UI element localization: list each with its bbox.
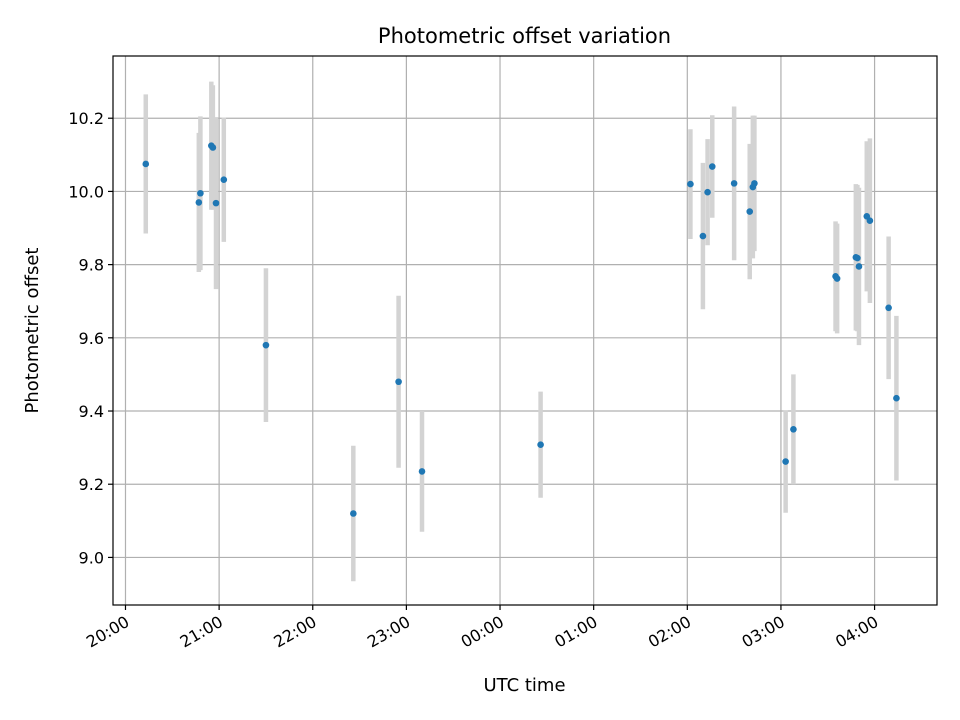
data-point — [790, 426, 797, 433]
data-point — [537, 441, 544, 448]
data-point — [687, 180, 694, 188]
data-point — [699, 232, 707, 240]
y-axis-ticks: 9.0 9.2 9.4 9.6 9.8 10.0 10.2 — [68, 109, 113, 567]
y-tick-label: 9.0 — [79, 548, 104, 567]
plot-frame — [112, 55, 938, 606]
data-point — [893, 394, 900, 402]
data-point — [220, 176, 228, 184]
data-point — [833, 275, 841, 282]
data-point — [195, 199, 203, 206]
data-point — [708, 163, 716, 170]
data-point — [854, 254, 861, 262]
y-tick-label: 10.0 — [68, 182, 104, 201]
data-point — [866, 217, 874, 224]
data-point — [730, 180, 738, 187]
data-point — [262, 341, 270, 349]
y-tick-label: 9.6 — [79, 329, 104, 348]
data-point — [855, 263, 863, 270]
data-points — [142, 142, 900, 517]
y-axis-title: Photometric offset — [22, 248, 43, 414]
data-point — [885, 304, 892, 312]
data-point — [746, 208, 754, 215]
data-point — [142, 160, 150, 168]
y-tick-label: 9.8 — [79, 256, 104, 275]
y-tick-label: 10.2 — [68, 109, 104, 128]
y-tick-label: 9.4 — [79, 402, 104, 421]
data-point — [751, 180, 758, 187]
data-point — [418, 468, 426, 475]
y-tick-label: 9.2 — [79, 475, 104, 494]
data-point — [209, 144, 217, 151]
data-point — [782, 458, 789, 465]
x-axis-title: UTC time — [483, 675, 565, 696]
data-point — [350, 510, 357, 517]
data-point — [395, 378, 402, 386]
data-point — [197, 189, 204, 197]
grid-lines — [113, 56, 937, 605]
chart-title: Photometric offset variation — [378, 24, 671, 48]
data-point — [704, 188, 711, 196]
data-point — [212, 199, 220, 207]
